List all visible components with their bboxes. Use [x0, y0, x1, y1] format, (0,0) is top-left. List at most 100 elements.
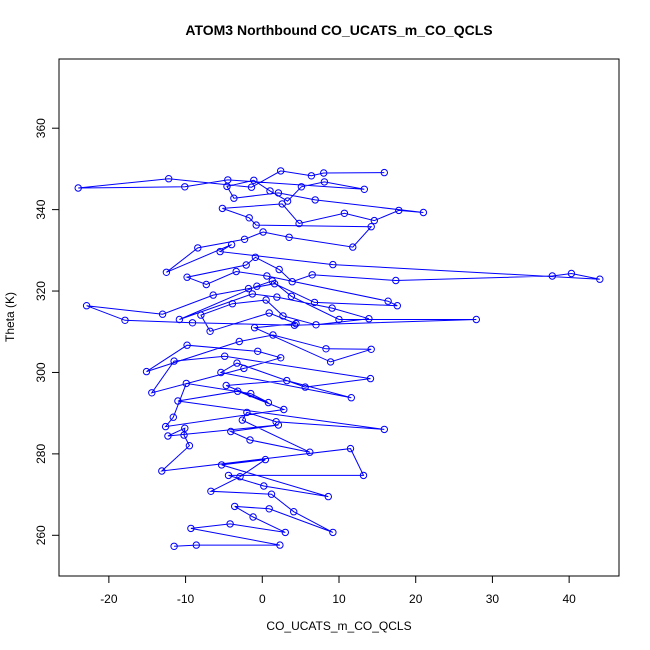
data-point	[228, 300, 237, 308]
data-point	[281, 528, 289, 537]
y-tick-label: 320	[34, 281, 48, 301]
data-point	[279, 312, 287, 320]
data-point	[322, 345, 330, 353]
data-point	[187, 524, 195, 533]
data-point	[349, 243, 357, 251]
series-line	[78, 170, 600, 547]
data-point	[326, 358, 335, 366]
data-point	[292, 319, 300, 328]
data-point	[175, 315, 184, 324]
y-tick-label: 280	[34, 444, 48, 464]
data-point	[287, 292, 296, 300]
data-point	[261, 455, 270, 464]
y-tick-label: 340	[34, 199, 48, 219]
data-point	[277, 354, 285, 362]
data-point	[227, 240, 236, 249]
data-point	[254, 347, 262, 355]
data-point	[329, 528, 337, 537]
data-point	[218, 204, 227, 213]
data-point	[252, 221, 260, 229]
data-point	[245, 214, 253, 222]
data-point	[380, 425, 388, 434]
x-tick-label: 40	[562, 592, 576, 606]
data-point	[340, 209, 349, 218]
x-tick-label: 10	[332, 592, 346, 606]
data-point	[221, 352, 229, 360]
data-point	[224, 471, 233, 480]
data-point	[230, 194, 238, 202]
data-point	[240, 364, 248, 373]
x-tick-label: -10	[177, 592, 195, 606]
x-tick-label: 0	[259, 592, 266, 606]
data-point	[380, 168, 388, 177]
data-point	[272, 418, 280, 426]
data-point	[164, 432, 172, 440]
data-point	[234, 387, 242, 395]
data-point	[74, 184, 82, 192]
data-point	[183, 341, 191, 349]
data-point	[312, 321, 320, 329]
data-point	[194, 244, 202, 252]
data-point	[308, 271, 316, 279]
data-point	[158, 310, 167, 318]
data-point	[251, 253, 260, 261]
data-point	[242, 261, 250, 269]
data-point	[270, 280, 279, 288]
data-point	[222, 381, 230, 390]
y-axis: 260 280 300 320 340 360	[34, 118, 60, 545]
data-point	[263, 272, 271, 280]
data-point	[148, 389, 156, 397]
data-point	[310, 298, 319, 307]
data-point	[393, 302, 401, 310]
data-point	[188, 319, 197, 327]
data-point	[174, 397, 182, 405]
data-point	[243, 408, 251, 417]
data-point	[306, 448, 314, 456]
data-point	[217, 368, 225, 377]
data-point	[283, 197, 292, 205]
data-point	[262, 296, 270, 304]
data-point	[121, 316, 129, 324]
data-point	[265, 505, 273, 513]
data-point	[240, 235, 249, 244]
data-point	[248, 290, 257, 298]
data-point	[269, 331, 277, 339]
data-point	[231, 502, 239, 511]
x-tick-label: 30	[486, 592, 500, 606]
data-point	[244, 284, 253, 293]
data-point	[249, 513, 257, 521]
data-point	[170, 357, 178, 365]
x-axis: -20 -10 0 10 20 30 40	[100, 575, 576, 606]
data-point	[301, 383, 309, 391]
data-point	[266, 187, 274, 195]
data-point	[276, 541, 284, 549]
data-point	[472, 315, 480, 324]
data-point	[288, 278, 296, 286]
data-point	[197, 311, 205, 319]
data-point	[236, 473, 244, 481]
data-point	[216, 247, 224, 256]
data-point	[283, 376, 291, 385]
data-point	[265, 309, 273, 317]
data-point	[395, 206, 403, 215]
data-point	[162, 268, 171, 276]
data-point	[224, 176, 232, 184]
data-point	[181, 424, 189, 432]
data-point	[247, 183, 256, 191]
data-point	[142, 367, 151, 376]
data-point	[290, 321, 299, 329]
data-point	[170, 542, 178, 550]
data-point	[307, 172, 316, 180]
data-point	[324, 492, 332, 501]
y-tick-label: 300	[34, 362, 48, 382]
data-point	[328, 304, 336, 312]
data-point	[392, 276, 400, 285]
data-point	[259, 228, 267, 236]
data-point	[360, 185, 368, 194]
data-point	[359, 471, 368, 480]
data-point	[274, 189, 283, 197]
data-point	[264, 398, 273, 407]
data-point	[548, 272, 556, 280]
data-point	[250, 176, 258, 185]
y-tick-label: 360	[34, 118, 48, 138]
